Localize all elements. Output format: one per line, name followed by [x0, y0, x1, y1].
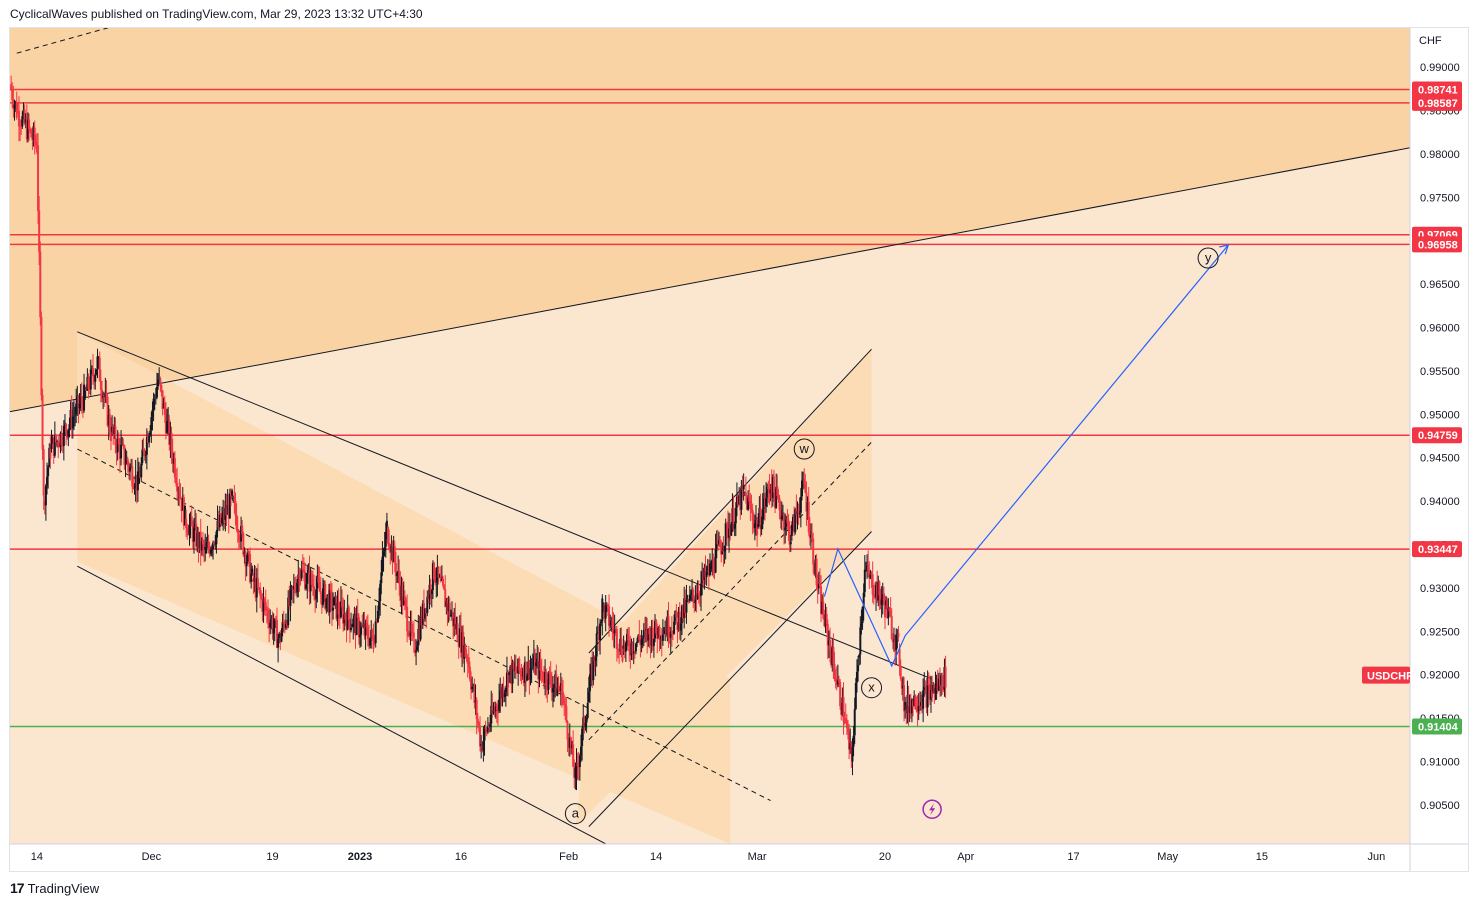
wave-label-x: x [861, 677, 883, 699]
wave-label-circle [1197, 247, 1219, 269]
price-tick-label: 0.98000 [1420, 149, 1460, 161]
projection-arrowhead [1219, 244, 1230, 255]
wave-label-w: w [793, 438, 815, 460]
wave-label-circle [564, 803, 586, 825]
level-badge-bg [1412, 236, 1462, 253]
time-tick-label: Mar [748, 851, 767, 863]
price-tick-label: 0.99000 [1420, 62, 1460, 74]
symbol-badge-bg [1362, 666, 1410, 684]
level-badge-bg [1412, 718, 1462, 735]
publisher-attribution: CyclicalWaves published on TradingView.c… [10, 7, 423, 21]
asc-channel-bottom [588, 531, 872, 827]
wave-label-text: x [868, 680, 875, 695]
level-badge-text: 0.94759 [1418, 430, 1458, 442]
time-tick-label: 17 [1067, 851, 1079, 863]
currency-label: CHF [1419, 35, 1442, 47]
price-tick-label: 0.92000 [1420, 670, 1460, 682]
wave-label-text: y [1205, 250, 1212, 265]
level-badge-text: 0.96958 [1418, 239, 1458, 251]
upper-dashed-trendline [16, 28, 110, 54]
lightning-icon-bolt [929, 803, 936, 816]
price-tick-label: 0.92500 [1420, 626, 1460, 638]
level-badge-text: 0.98741 [1418, 85, 1458, 97]
wave-label-circle [861, 677, 883, 699]
wave-label-a: a [564, 803, 586, 825]
desc-channel-top [77, 331, 933, 680]
candlestick-series [10, 75, 947, 791]
price-tick-label: 0.94500 [1420, 453, 1460, 465]
wave-projection [823, 244, 1230, 668]
horizontal-levels [10, 88, 1410, 728]
level-badge-2: 0.98587 [1412, 94, 1462, 111]
level-badge-7: 0.91404 [1412, 718, 1462, 735]
lightning-icon [922, 799, 942, 820]
price-tick-label: 0.96500 [1420, 279, 1460, 291]
price-tick-label: 0.93000 [1420, 583, 1460, 595]
level-badge-text: 0.91404 [1418, 721, 1459, 733]
long-trendline [10, 147, 1410, 413]
price-tick-label: 0.97500 [1420, 192, 1460, 204]
price-tick-label: 0.95500 [1420, 366, 1460, 378]
desc-channel-bottom [77, 565, 608, 844]
upper-resistance-zone [10, 28, 1410, 412]
wave-label-circle [793, 438, 815, 460]
wave-label-text: w [799, 441, 810, 456]
level-badge-bg [1412, 94, 1462, 111]
asc-channel-mid [588, 441, 872, 741]
level-badge-bg [1412, 427, 1462, 444]
asc-channel-top [588, 348, 872, 654]
price-tick-label: 0.94000 [1420, 496, 1460, 508]
time-tick-label: 15 [1256, 851, 1268, 863]
time-tick-label: 14 [31, 851, 43, 863]
wave-label-text: a [572, 806, 580, 821]
wave-label-y: y [1197, 247, 1219, 269]
tradingview-logo-icon: 17 [10, 880, 25, 896]
price-tick-label: 0.96000 [1420, 322, 1460, 334]
price-badges: 0.987410.985870.970690.969580.947590.934… [1362, 81, 1462, 735]
brand-footer[interactable]: 17 TradingView [10, 880, 99, 896]
level-badge-1: 0.98741 [1412, 81, 1462, 98]
symbol-badge: USDCHF [1362, 666, 1413, 684]
ascending-channel-zone [575, 349, 872, 827]
time-tick-label: May [1157, 851, 1178, 863]
lightning-icon-circle [922, 799, 942, 820]
price-tick-label: 0.91000 [1420, 757, 1460, 769]
level-badge-4: 0.96958 [1412, 236, 1462, 253]
time-tick-label: 20 [879, 851, 891, 863]
price-tick-label: 0.90500 [1420, 800, 1460, 812]
wave-labels: w x y a [564, 247, 1219, 825]
symbol-badge-text: USDCHF [1367, 671, 1413, 683]
time-tick-label: Feb [559, 851, 578, 863]
level-badge-text: 0.98587 [1418, 98, 1458, 110]
level-badge-5: 0.94759 [1412, 427, 1462, 444]
level-badge-bg [1412, 81, 1462, 98]
brand-name: TradingView [27, 880, 100, 896]
time-tick-label: Apr [957, 851, 974, 863]
time-tick-label: 19 [266, 851, 278, 863]
time-tick-label: 14 [650, 851, 662, 863]
level-badge-bg [1412, 541, 1462, 558]
level-badge-text: 0.93447 [1418, 544, 1458, 556]
time-tick-label: Dec [142, 851, 162, 863]
time-tick-label: 2023 [348, 851, 372, 863]
time-tick-label: 16 [455, 851, 467, 863]
price-axis[interactable]: CHF 0.990000.985000.980000.975000.970000… [1419, 35, 1460, 812]
projection-line [823, 244, 1229, 668]
level-badge-6: 0.93447 [1412, 541, 1462, 558]
price-tick-label: 0.95000 [1420, 409, 1460, 421]
time-axis[interactable]: 14 Dec 19 2023 16 Feb 14 Mar 20 Apr 17 May 15 Jun [31, 851, 1385, 863]
time-tick-label: Jun [1367, 851, 1385, 863]
